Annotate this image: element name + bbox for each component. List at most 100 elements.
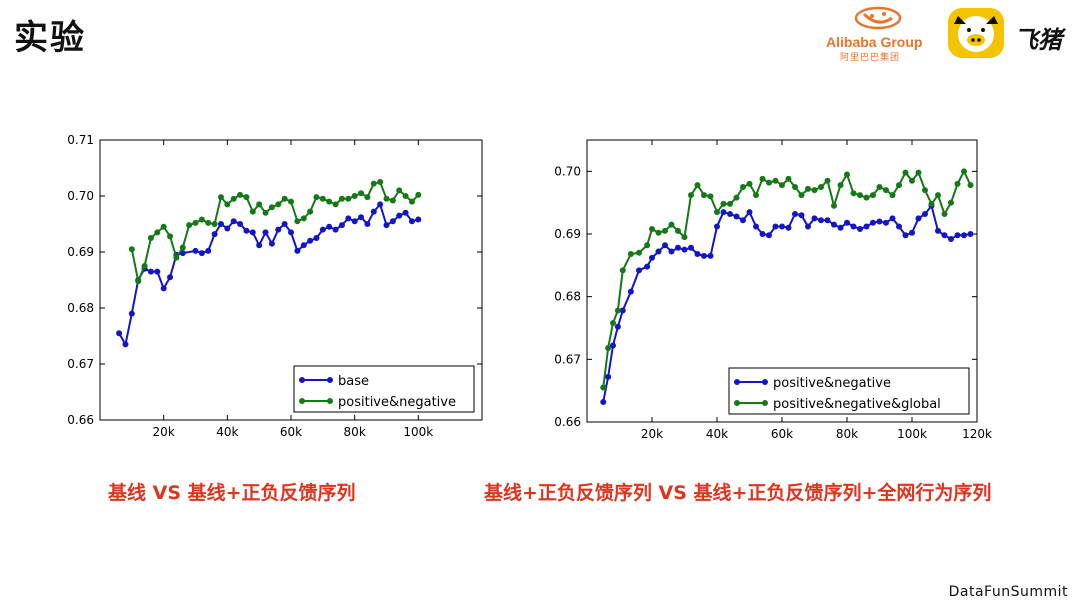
data-point	[173, 254, 180, 261]
data-point	[351, 218, 358, 225]
data-point	[662, 227, 668, 234]
data-point	[249, 229, 256, 236]
data-point	[230, 218, 237, 225]
data-point	[766, 232, 772, 239]
data-point	[408, 218, 415, 225]
data-point	[798, 192, 805, 199]
data-point	[668, 248, 675, 255]
legend-marker	[734, 379, 740, 385]
data-point	[694, 182, 701, 189]
data-point	[889, 192, 896, 199]
data-point	[662, 242, 668, 249]
data-point	[681, 234, 688, 241]
chart-right: 20k 40k 60k 80k 100k 120k 0.66 0.67 0.68 0.69 0.70…	[535, 130, 1005, 450]
data-point	[720, 200, 727, 207]
data-point	[147, 268, 154, 275]
data-point	[383, 195, 390, 202]
data-point	[262, 209, 269, 216]
data-point	[941, 210, 948, 217]
data-point	[928, 200, 935, 207]
data-point	[179, 244, 186, 251]
data-point	[364, 221, 371, 227]
legend-marker	[762, 379, 768, 385]
data-point	[408, 198, 415, 205]
data-point	[281, 195, 288, 202]
data-point	[636, 249, 642, 256]
data-point	[326, 198, 333, 205]
data-point	[300, 242, 307, 249]
data-point	[733, 194, 740, 201]
data-point	[256, 242, 263, 249]
alibaba-group-logo: Alibaba Group 阿里巴巴集团	[822, 4, 934, 63]
y-tick-label: 0.66	[67, 413, 94, 427]
data-point	[844, 219, 850, 226]
y-tick-label: 0.67	[554, 352, 581, 366]
data-point	[237, 191, 244, 198]
x-tick-label: 120k	[962, 427, 992, 441]
data-point	[902, 232, 909, 239]
data-point	[740, 184, 746, 190]
data-point	[837, 224, 844, 231]
data-point	[230, 195, 237, 202]
data-point	[766, 179, 772, 186]
data-point	[300, 215, 307, 222]
data-point	[935, 192, 941, 199]
data-point	[600, 384, 607, 391]
data-point	[805, 223, 811, 230]
data-point	[389, 218, 396, 225]
data-point	[217, 221, 224, 227]
data-point	[288, 198, 294, 205]
data-point	[785, 175, 792, 182]
data-point	[922, 187, 928, 194]
data-point	[733, 213, 740, 220]
data-point	[614, 307, 621, 314]
x-tick-label: 20k	[641, 427, 663, 441]
data-point	[154, 229, 161, 236]
data-point	[759, 175, 766, 182]
data-point	[649, 254, 655, 261]
data-point	[198, 250, 205, 257]
data-point	[122, 341, 129, 348]
data-point	[345, 215, 352, 222]
chart-left-svg: 20k 40k 60k 80k 100k 0.66 0.67 0.68 0.69 0.70 0.71…	[67, 133, 483, 439]
data-point	[935, 227, 941, 234]
data-point	[345, 195, 352, 202]
data-point	[644, 242, 651, 249]
slide-title: 实验	[14, 18, 86, 58]
data-point	[205, 219, 212, 226]
data-point	[850, 223, 857, 230]
data-point	[377, 201, 384, 208]
data-point	[167, 233, 174, 240]
y-tick-label: 0.71	[67, 133, 94, 147]
data-point	[707, 193, 714, 200]
data-point	[135, 278, 142, 285]
data-point	[358, 214, 365, 221]
data-point	[772, 223, 779, 230]
data-point	[160, 223, 167, 230]
data-point	[600, 398, 607, 405]
data-point	[243, 227, 250, 234]
fliggy-logo: 飞猪	[946, 6, 1074, 62]
y-tick-label: 0.70	[67, 189, 94, 203]
data-point	[727, 200, 733, 207]
data-point	[792, 184, 798, 190]
data-point	[326, 223, 333, 230]
legend-marker	[762, 400, 768, 406]
caption-right: 基线+正负反馈序列 VS 基线+正负反馈序列+全网行为序列	[484, 482, 992, 504]
data-point	[383, 222, 390, 229]
x-tick-label: 40k	[706, 427, 728, 441]
data-point	[753, 192, 759, 199]
legend-label: positive&negative	[338, 395, 456, 410]
data-point	[759, 231, 766, 237]
data-point	[205, 247, 212, 254]
data-point	[720, 209, 727, 216]
data-point	[831, 202, 837, 209]
data-point	[850, 190, 857, 197]
data-point	[675, 227, 681, 234]
y-tick-label: 0.69	[554, 227, 581, 241]
data-point	[876, 218, 883, 225]
data-point	[351, 193, 358, 199]
data-point	[332, 226, 339, 233]
data-point	[915, 215, 922, 222]
x-tick-label: 100k	[897, 427, 927, 441]
